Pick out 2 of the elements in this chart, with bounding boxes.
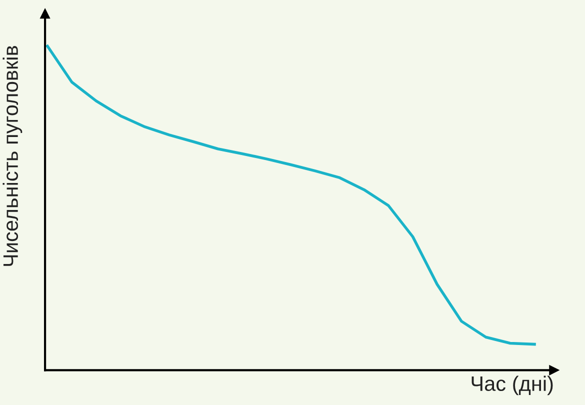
y-axis-title: Чисельність пуголовків xyxy=(2,46,22,266)
x-axis-title: Час (дні) xyxy=(472,376,553,396)
